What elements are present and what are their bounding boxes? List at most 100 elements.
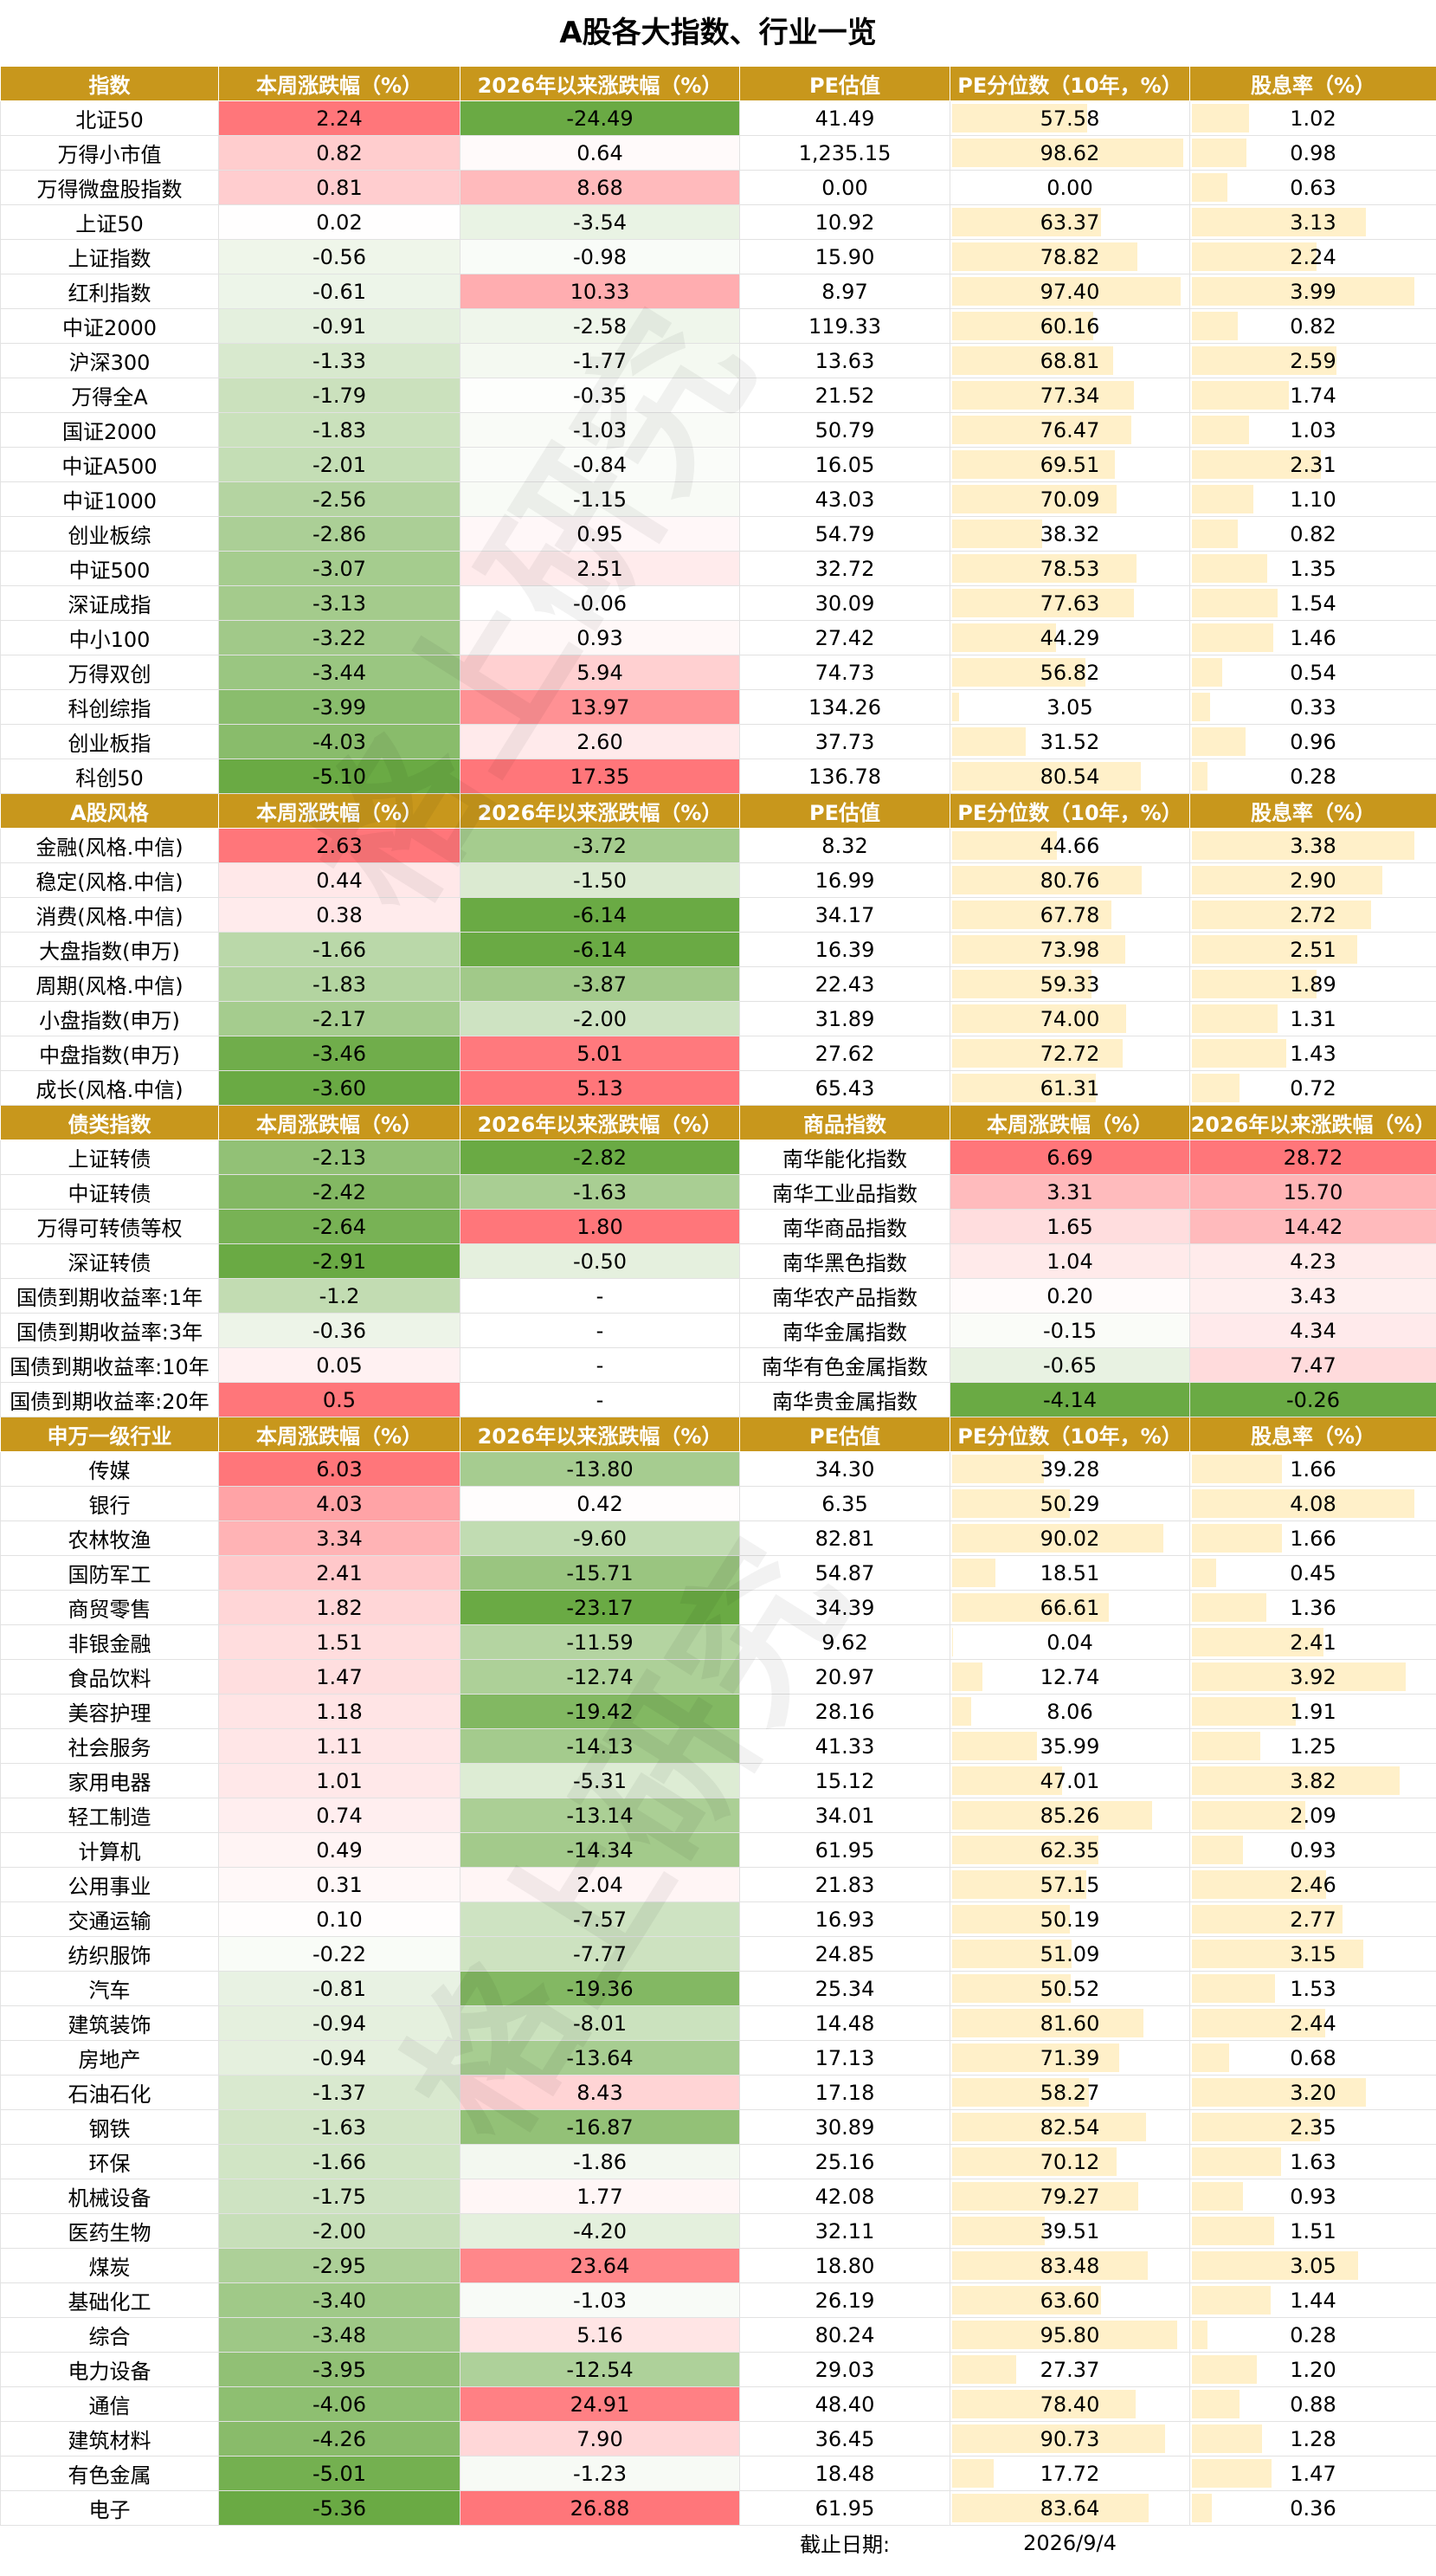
row: 周期(风格.中信) -1.83 -3.87 22.43 59.33 1.89	[0, 966, 1436, 1002]
value-cell: 1.66	[1189, 1451, 1436, 1487]
header-cell: PE估值	[739, 793, 950, 829]
value-cell: 0.93	[1189, 2179, 1436, 2214]
value-cell: 20.97	[739, 1659, 950, 1695]
header-cell: 2026年以来涨跌幅（%）	[460, 1417, 740, 1452]
value-cell: 80.54	[950, 759, 1190, 794]
cell-text: 59.33	[1040, 972, 1100, 997]
value-cell: 2.24	[1189, 239, 1436, 274]
value-cell: -1.03	[460, 2282, 740, 2318]
name-cell: 中证1000	[0, 481, 219, 517]
cell-text: 13.97	[570, 694, 630, 720]
cell-text: 8.06	[1046, 1699, 1093, 1724]
cell-text: 南华金属指数	[782, 1320, 907, 1345]
row: 建筑材料 -4.26 7.90 36.45 90.73 1.28	[0, 2421, 1436, 2457]
value-cell: 58.27	[950, 2075, 1190, 2110]
name-cell: 家用电器	[0, 1763, 219, 1798]
row: 钢铁 -1.63 -16.87 30.89 82.54 2.35	[0, 2109, 1436, 2145]
data-bar	[1192, 104, 1249, 132]
value-cell: 1.01	[218, 1763, 460, 1798]
name-cell: 电力设备	[0, 2352, 219, 2387]
data-bar	[1192, 831, 1414, 860]
header-cell: 本周涨跌幅（%）	[218, 1417, 460, 1452]
header-cell: 本周涨跌幅（%）	[218, 1105, 460, 1140]
cell-text: -2.64	[312, 1214, 367, 1239]
cell-text: 1.65	[1046, 1214, 1093, 1239]
cell-text: -4.26	[312, 2426, 367, 2451]
cell-text: -2.00	[312, 2218, 367, 2244]
value-cell: 1.89	[1189, 966, 1436, 1002]
cell-text: 国债到期收益率:1年	[16, 1286, 203, 1310]
row: 中小100 -3.22 0.93 27.42 44.29 1.46	[0, 620, 1436, 655]
value-cell: -1.23	[460, 2456, 740, 2491]
value-cell: 2.31	[1189, 447, 1436, 482]
value-cell: 32.72	[739, 551, 950, 586]
cell-text: 国债到期收益率:20年	[10, 1390, 209, 1414]
header-text: PE分位数（10年，%）	[957, 801, 1182, 825]
name-cell: 美容护理	[0, 1694, 219, 1729]
value-cell: 98.62	[950, 135, 1190, 171]
data-bar	[952, 2459, 995, 2488]
value-cell: 9.62	[739, 1624, 950, 1660]
data-bar	[952, 1801, 1153, 1830]
value-cell: 54.87	[739, 1555, 950, 1591]
value-cell: -4.26	[218, 2421, 460, 2457]
value-cell: -0.91	[218, 308, 460, 344]
value-cell: 90.73	[950, 2421, 1190, 2457]
cell-text: 有色金属	[68, 2463, 151, 2488]
value-cell: 34.01	[739, 1798, 950, 1833]
cell-text: 0.10	[316, 1907, 363, 1932]
cell-text: 0.93	[1290, 2184, 1336, 2209]
cell-text: 国证2000	[61, 420, 158, 444]
cell-text: 基础化工	[68, 2290, 151, 2315]
name-cell: 银行	[0, 1486, 219, 1521]
cell-text: 万得微盘股指数	[36, 178, 183, 202]
cell-text: 51.09	[1040, 1941, 1100, 1966]
cell-text: 78.82	[1040, 244, 1100, 269]
value-cell: 4.08	[1189, 1486, 1436, 1521]
row: 国债到期收益率:1年 -1.2 - 南华农产品指数 0.20 3.43	[0, 1278, 1436, 1314]
cell-text: 通信	[88, 2394, 131, 2418]
value-cell: 26.19	[739, 2282, 950, 2318]
value-cell: 28.72	[1189, 1140, 1436, 1175]
data-bar	[952, 2424, 1165, 2453]
row: 电子 -5.36 26.88 61.95 83.64 0.36	[0, 2490, 1436, 2526]
cell-text: 南华黑色指数	[782, 1251, 907, 1275]
value-cell: 0.45	[1189, 1555, 1436, 1591]
value-cell: 17.13	[739, 2040, 950, 2076]
cell-text: 建筑装饰	[68, 2013, 151, 2037]
value-cell: -3.07	[218, 551, 460, 586]
value-cell: -2.01	[218, 447, 460, 482]
cell-text: 1.35	[1290, 556, 1336, 581]
value-cell: -1.83	[218, 966, 460, 1002]
value-cell: 21.52	[739, 378, 950, 413]
cell-text: 成长(风格.中信)	[35, 1078, 184, 1102]
cell-text: 136.78	[808, 764, 881, 789]
value-cell: 2.24	[218, 100, 460, 136]
name-cell: 计算机	[0, 1832, 219, 1868]
value-cell: 39.51	[950, 2213, 1190, 2249]
cell-text: 房地产	[78, 2048, 141, 2072]
value-cell: 61.95	[739, 1832, 950, 1868]
cell-text: 0.88	[1290, 2392, 1336, 2417]
row: 石油石化 -1.37 8.43 17.18 58.27 3.20	[0, 2075, 1436, 2110]
data-bar	[1192, 1836, 1243, 1864]
cell-text: -0.61	[312, 279, 367, 304]
name-cell: 中盘指数(申万)	[0, 1036, 219, 1071]
value-cell: -12.54	[460, 2352, 740, 2387]
row: 综合 -3.48 5.16 80.24 95.80 0.28	[0, 2317, 1436, 2353]
value-cell: 2.35	[1189, 2109, 1436, 2145]
data-bar	[952, 1905, 1070, 1934]
value-cell: 0.31	[218, 1867, 460, 1902]
value-cell: 1.51	[218, 1624, 460, 1660]
cell-text: 0.42	[576, 1491, 623, 1516]
data-bar	[952, 693, 960, 721]
cell-text: -2.82	[572, 1145, 628, 1170]
value-cell: 1.63	[1189, 2144, 1436, 2179]
cell-text: 83.64	[1040, 2495, 1100, 2521]
name-cell: 建筑装饰	[0, 2005, 219, 2041]
data-bar	[952, 589, 1135, 617]
name-cell: 深证成指	[0, 585, 219, 621]
name-cell: 综合	[0, 2317, 219, 2353]
cell-text: 65.43	[815, 1075, 875, 1101]
